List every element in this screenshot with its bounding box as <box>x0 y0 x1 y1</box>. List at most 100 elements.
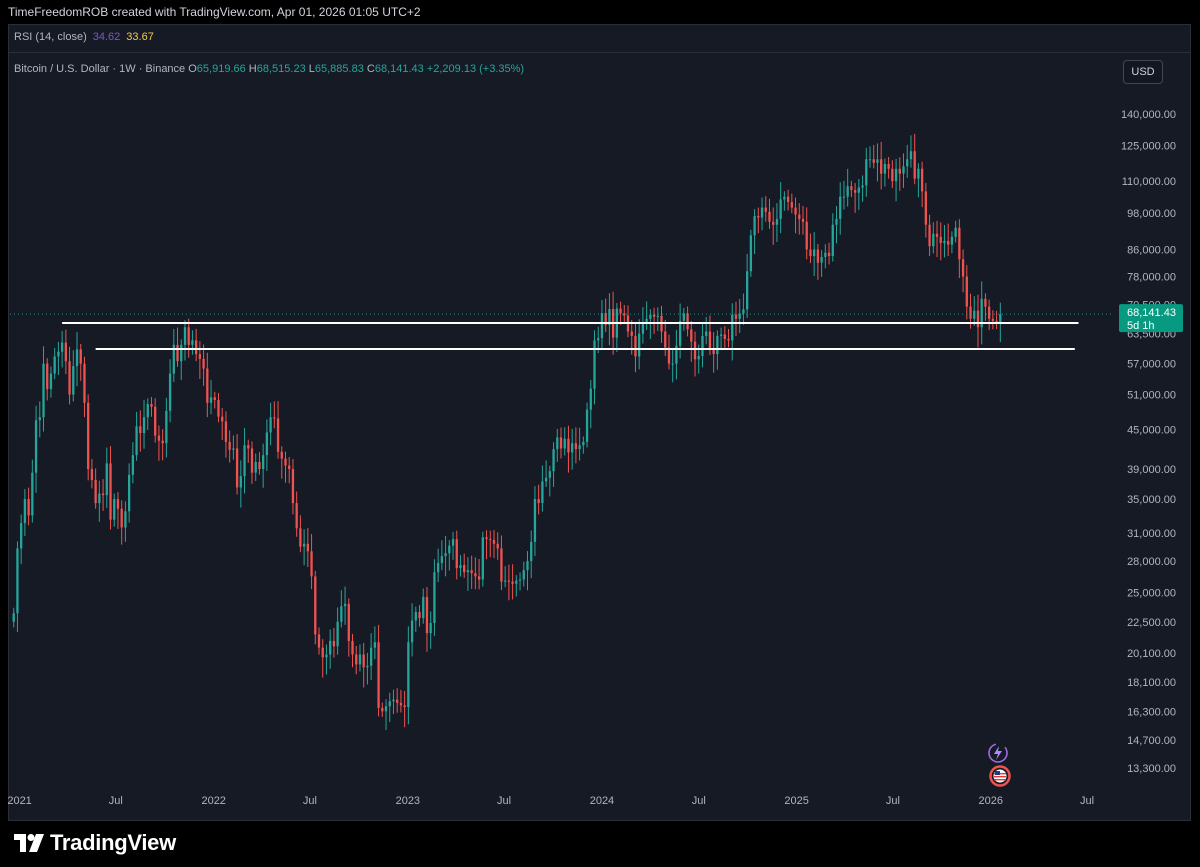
candle-body <box>969 306 972 319</box>
candle <box>801 205 805 235</box>
candle <box>120 500 123 545</box>
x-tick-label: Jul <box>303 795 317 807</box>
candle <box>131 442 135 484</box>
candle <box>868 146 872 168</box>
candle <box>384 699 388 730</box>
price-badge-bg <box>1119 304 1183 333</box>
candle <box>641 307 645 344</box>
candle <box>850 180 853 198</box>
candle-body <box>165 410 168 444</box>
candle <box>544 460 548 488</box>
candle <box>585 402 589 448</box>
candle-body <box>675 345 678 364</box>
candle-body <box>485 537 488 540</box>
candle <box>276 401 280 459</box>
candle-body <box>880 159 883 174</box>
candle <box>675 329 678 380</box>
candle-body <box>161 440 164 444</box>
candle-body <box>719 334 723 336</box>
candle <box>701 322 704 368</box>
candle <box>749 229 753 277</box>
candle <box>198 341 202 379</box>
tradingview-logo-icon <box>14 834 44 852</box>
brand-logo[interactable]: TradingView <box>14 830 176 856</box>
open-value: 65,919.66 <box>196 63 246 75</box>
candle <box>172 328 175 383</box>
candle-body <box>768 211 771 222</box>
candle <box>842 180 846 210</box>
candle <box>83 356 86 418</box>
candle <box>228 430 231 463</box>
candle-body <box>20 523 23 549</box>
candle-body <box>23 499 27 524</box>
candle-body <box>723 334 726 339</box>
candle-body <box>950 236 954 245</box>
candle <box>366 652 369 685</box>
candle-body <box>98 493 101 504</box>
us-flag-icon[interactable] <box>988 765 1012 787</box>
candle <box>589 380 592 429</box>
indicator-legend[interactable]: RSI (14, close) 34.62 33.67 <box>14 31 154 43</box>
candle <box>507 564 511 601</box>
candle <box>902 153 905 188</box>
candle-body <box>853 190 857 193</box>
candle-body <box>295 503 298 529</box>
candle-body <box>343 603 347 607</box>
candle-body <box>60 342 64 352</box>
candle-body <box>619 308 622 314</box>
candle <box>448 540 451 571</box>
candle <box>221 408 224 441</box>
candle-body <box>332 640 336 647</box>
y-tick-label: 78,000.00 <box>1127 272 1176 284</box>
candle-body <box>262 455 265 470</box>
candle <box>23 489 27 536</box>
pane-separator[interactable] <box>9 52 1190 53</box>
candle <box>518 572 522 591</box>
candle <box>961 249 965 293</box>
candle <box>57 341 60 376</box>
candle-body <box>38 417 41 421</box>
y-tick-label: 110,000.00 <box>1122 176 1176 188</box>
candle <box>619 301 622 325</box>
candle-body <box>399 702 403 706</box>
candle-body <box>247 445 250 449</box>
candle <box>46 358 49 401</box>
candle-body <box>90 469 94 480</box>
candle-body <box>764 207 767 212</box>
candle-body <box>477 576 481 580</box>
candle-body <box>265 432 269 456</box>
candle <box>891 160 894 189</box>
candle <box>772 207 775 245</box>
candle <box>12 607 15 628</box>
candle-body <box>701 335 704 356</box>
candle <box>909 135 913 168</box>
candle <box>917 163 920 198</box>
candle <box>183 320 187 361</box>
candle-body <box>157 435 161 441</box>
candle <box>202 344 205 386</box>
candle <box>180 339 183 380</box>
candle-body <box>87 402 90 470</box>
candle <box>742 293 745 325</box>
candle <box>552 442 555 487</box>
candle-body <box>630 331 633 336</box>
candle <box>857 178 860 210</box>
candle-body <box>276 418 280 452</box>
candle <box>608 293 611 346</box>
candle-body <box>645 318 648 323</box>
currency-button[interactable]: USD <box>1123 60 1163 84</box>
candle <box>954 220 957 243</box>
chart-panel[interactable] <box>8 24 1191 821</box>
candle-body <box>306 543 309 552</box>
y-tick-label: 18,100.00 <box>1127 677 1176 689</box>
candle-body <box>109 463 112 520</box>
candle <box>459 555 462 577</box>
symbol-legend[interactable]: Bitcoin / U.S. Dollar · 1W · Binance O65… <box>14 63 524 75</box>
lightning-icon[interactable] <box>987 742 1009 764</box>
time-axis: 2021 Jul 2022 Jul 2023 Jul 2024 Jul 2025 Jul 2026 J… <box>7 795 1094 807</box>
candle <box>652 307 656 334</box>
candle-body <box>127 474 131 512</box>
candle <box>16 541 19 632</box>
candle <box>68 346 71 405</box>
